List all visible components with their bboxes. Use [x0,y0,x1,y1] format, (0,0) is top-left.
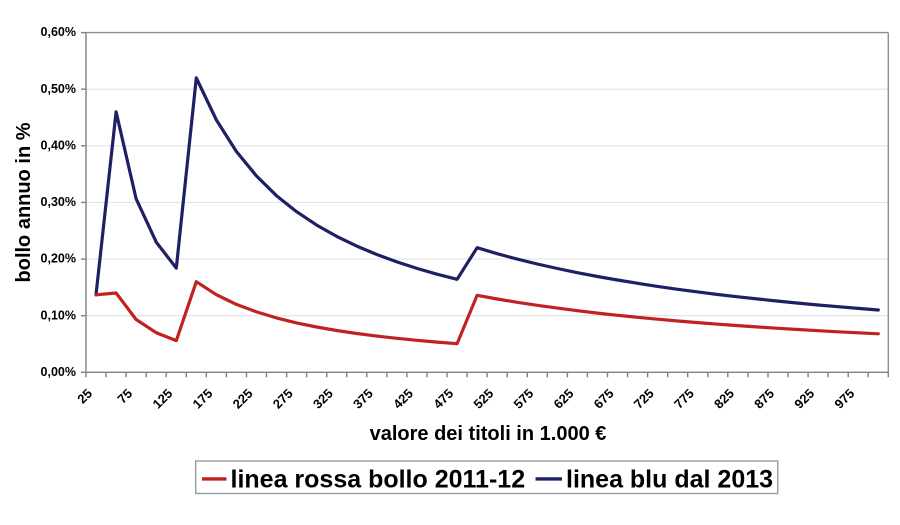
svg-text:valore dei titoli in 1.000 €: valore dei titoli in 1.000 € [370,423,607,445]
svg-text:bollo annuo in %: bollo annuo in % [13,122,35,282]
svg-text:0,10%: 0,10% [41,308,76,322]
svg-text:0,60%: 0,60% [41,25,76,39]
svg-text:0,30%: 0,30% [41,195,76,209]
svg-text:linea blu dal 2013: linea blu dal 2013 [566,465,773,493]
svg-text:0,40%: 0,40% [41,138,76,152]
svg-text:0,50%: 0,50% [41,82,76,96]
svg-text:0,00%: 0,00% [41,365,76,379]
svg-text:linea rossa bollo 2011-12: linea rossa bollo 2011-12 [231,465,526,493]
svg-text:0,20%: 0,20% [41,252,76,266]
